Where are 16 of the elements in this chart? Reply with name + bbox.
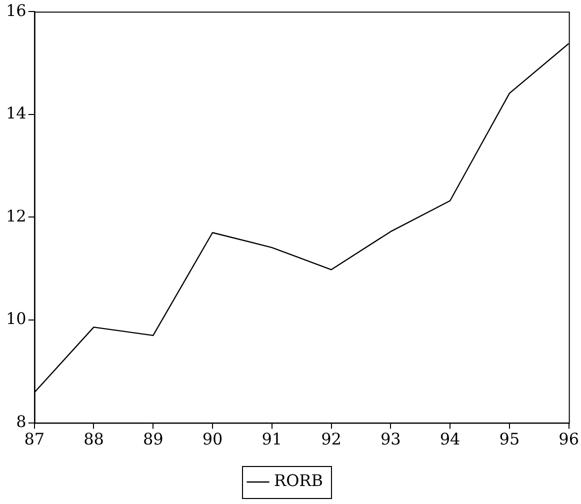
- y-tick-label: 12: [6, 206, 26, 226]
- x-tick-label: 87: [24, 430, 45, 449]
- x-tick-label: 94: [440, 430, 460, 449]
- x-tick-label: 92: [321, 430, 342, 449]
- x-tick-label: 93: [380, 430, 401, 449]
- x-tick-label: 88: [84, 430, 104, 449]
- y-tick-label: 8: [16, 412, 26, 431]
- x-tick-label: 91: [262, 430, 282, 449]
- y-tick-label: 16: [6, 0, 26, 20]
- x-tick-label: 96: [558, 430, 579, 449]
- x-tick-label: 90: [202, 430, 223, 449]
- x-tick-label: 95: [499, 430, 520, 449]
- x-tick-label: 89: [142, 430, 164, 449]
- y-tick-label: 14: [6, 104, 26, 123]
- y-tick-label: 10: [6, 309, 26, 328]
- legend-label: RORB: [274, 471, 323, 490]
